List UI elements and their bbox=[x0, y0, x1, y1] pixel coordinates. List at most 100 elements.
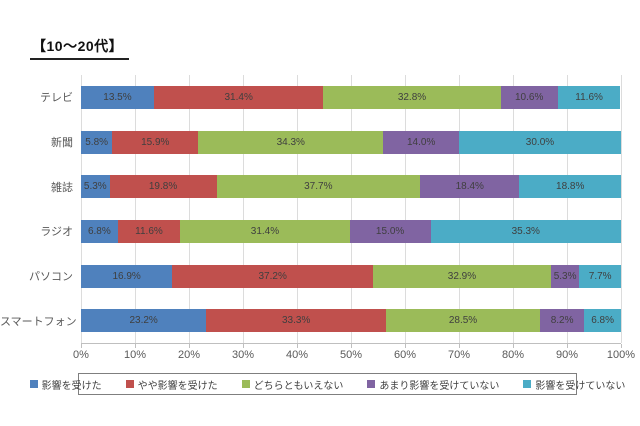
grid-line bbox=[620, 75, 622, 343]
bar-segment: 28.5% bbox=[386, 309, 540, 333]
grid-line bbox=[350, 75, 352, 343]
bar-segment-label: 7.7% bbox=[588, 270, 612, 282]
bar-segment-label: 32.8% bbox=[397, 91, 427, 103]
bar-segment: 32.8% bbox=[323, 85, 501, 109]
bar-segment-label: 18.8% bbox=[556, 181, 585, 193]
bar-row: 23.2% 33.3% 28.5% 8.2% 6.8% bbox=[81, 309, 621, 333]
bar-segment: 5.3% bbox=[550, 264, 580, 288]
bar-segment-label: 37.2% bbox=[258, 270, 287, 282]
grid-line bbox=[566, 75, 568, 343]
grid-line bbox=[134, 75, 136, 343]
bar-row: 5.8% 15.9% 34.3% 14.0% 30.0% bbox=[81, 130, 621, 154]
bar-segment: 37.2% bbox=[172, 264, 374, 288]
bar-segment-label: 10.6% bbox=[514, 91, 544, 103]
bar-segment-label: 28.5% bbox=[448, 315, 478, 327]
bar-segment-label: 13.5% bbox=[103, 91, 132, 103]
bar-row: 13.5% 31.4% 32.8% 10.6% 11.6% bbox=[81, 85, 621, 109]
bar-segment: 19.8% bbox=[109, 175, 217, 199]
plot-area: 13.5% 31.4% 32.8% 10.6% 11.6% 5.8% 15.9% 34.3% 1… bbox=[80, 75, 622, 348]
legend-label: 影響を受けた bbox=[41, 380, 102, 392]
x-tick-label: 100% bbox=[606, 349, 636, 361]
x-tick-mark bbox=[80, 344, 82, 348]
bar-row: 5.3% 19.8% 37.7% 18.4% 18.8% bbox=[81, 175, 621, 199]
bar-segment: 30.0% bbox=[458, 130, 621, 154]
bar-segment: 11.6% bbox=[117, 219, 181, 243]
category-label: 雑誌 bbox=[51, 181, 73, 194]
bar-segment: 37.7% bbox=[216, 175, 421, 199]
grid-line bbox=[242, 75, 244, 343]
bar-segment: 15.9% bbox=[112, 130, 199, 154]
bar-row: 6.8% 11.6% 31.4% 15.0% 35.3% bbox=[81, 219, 621, 243]
bar-segment: 10.6% bbox=[500, 85, 558, 109]
bar-segment-label: 5.3% bbox=[553, 270, 577, 282]
bar-segment: 6.8% bbox=[584, 309, 621, 333]
x-tick-label: 20% bbox=[177, 349, 201, 361]
x-tick-mark bbox=[620, 344, 622, 348]
x-tick-label: 40% bbox=[285, 349, 309, 361]
bar-segment-label: 31.4% bbox=[250, 225, 280, 237]
grid-line bbox=[458, 75, 460, 343]
bar-segment-label: 15.9% bbox=[141, 136, 170, 148]
grid-line bbox=[512, 75, 514, 343]
legend-item: 影響を受けた bbox=[29, 377, 102, 392]
bar-segment: 16.9% bbox=[81, 264, 173, 288]
x-tick-mark bbox=[134, 344, 136, 348]
chart-title: 【10〜20代】 bbox=[30, 36, 130, 60]
bar-segment-label: 18.4% bbox=[455, 181, 484, 193]
bar-segment: 7.7% bbox=[579, 264, 621, 288]
legend-item: やや影響を受けた bbox=[125, 377, 218, 392]
category-label: テレビ bbox=[40, 92, 73, 105]
bar-segment: 6.8% bbox=[81, 219, 118, 243]
bar-segment-label: 31.4% bbox=[224, 91, 253, 103]
bar-segment-label: 37.7% bbox=[304, 181, 333, 193]
legend-label: どちらともいえない bbox=[253, 380, 344, 392]
bar-segment: 15.0% bbox=[349, 219, 431, 243]
x-tick-mark bbox=[566, 344, 568, 348]
bar-segment-label: 19.8% bbox=[148, 181, 178, 193]
bar-segment-label: 16.9% bbox=[112, 270, 141, 282]
x-tick-label: 10% bbox=[123, 349, 147, 361]
bar-segment-label: 35.3% bbox=[511, 225, 540, 237]
grid-line bbox=[188, 75, 190, 343]
bar-segment-label: 32.9% bbox=[447, 270, 477, 282]
bar-segment: 18.8% bbox=[519, 175, 621, 199]
x-tick-label: 0% bbox=[73, 349, 89, 361]
x-tick-label: 80% bbox=[501, 349, 525, 361]
bar-segment: 32.9% bbox=[373, 264, 551, 288]
bar-segment-label: 8.2% bbox=[550, 315, 574, 327]
bar-segment: 11.6% bbox=[557, 85, 621, 109]
bar-segment-label: 11.6% bbox=[575, 91, 603, 103]
bar-segment: 13.5% bbox=[81, 85, 154, 109]
x-axis-line bbox=[81, 343, 621, 344]
x-tick-label: 70% bbox=[447, 349, 471, 361]
legend-swatch-icon bbox=[241, 380, 250, 388]
x-tick-mark bbox=[458, 344, 460, 348]
x-tick-mark bbox=[242, 344, 244, 348]
bar-segment-label: 11.6% bbox=[135, 225, 163, 237]
category-label: 新聞 bbox=[51, 137, 73, 149]
bar-segment-label: 30.0% bbox=[525, 136, 555, 148]
bar-segment-label: 6.8% bbox=[591, 315, 614, 327]
legend-item: 影響を受けていない bbox=[523, 377, 625, 392]
x-tick-mark bbox=[296, 344, 298, 348]
bar-segment-label: 14.0% bbox=[407, 136, 436, 148]
legend: 影響を受けた やや影響を受けた どちらともいえない あまり影響を受けていない 影響を受け… bbox=[29, 373, 625, 395]
x-tick-label: 90% bbox=[555, 349, 579, 361]
bar-segment: 31.4% bbox=[153, 85, 324, 109]
bar-segment: 5.3% bbox=[81, 175, 110, 199]
bar-segment-label: 5.8% bbox=[85, 136, 109, 148]
bar-segment-label: 6.8% bbox=[87, 225, 111, 237]
grid-line bbox=[404, 75, 406, 343]
x-tick-label: 30% bbox=[231, 349, 255, 361]
bar-segment-label: 33.3% bbox=[281, 315, 311, 327]
legend-label: 影響を受けていない bbox=[535, 380, 626, 392]
bar-row: 16.9% 37.2% 32.9% 5.3% 7.7% bbox=[81, 264, 621, 288]
x-tick-mark bbox=[350, 344, 352, 348]
legend-swatch-icon bbox=[367, 380, 376, 388]
bar-segment-label: 5.3% bbox=[83, 181, 107, 193]
grid-line bbox=[80, 75, 82, 343]
bar-segment: 8.2% bbox=[539, 309, 585, 333]
x-tick-label: 60% bbox=[393, 349, 417, 361]
bar-segment: 35.3% bbox=[430, 219, 621, 243]
bar-segment-label: 23.2% bbox=[129, 315, 158, 327]
